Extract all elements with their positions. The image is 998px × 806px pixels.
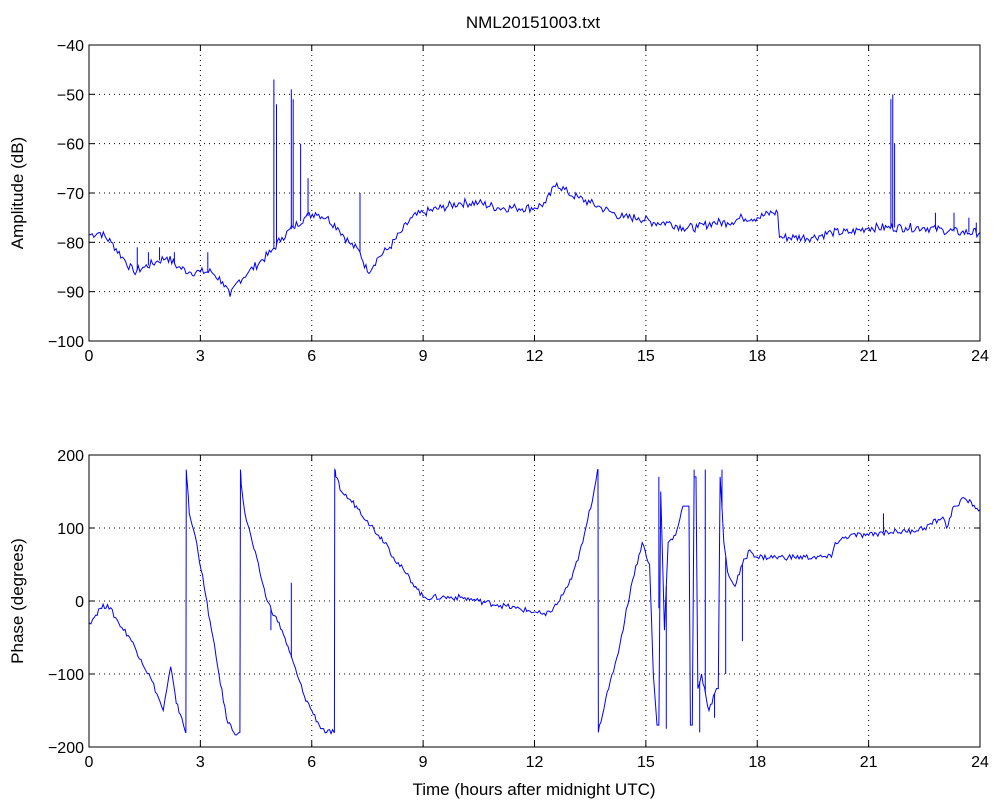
phase-y-tick-label: 0 bbox=[75, 594, 84, 611]
phase-x-tick-label: 24 bbox=[971, 754, 989, 771]
amplitude-y-tick-label: −100 bbox=[48, 334, 84, 351]
amplitude-y-tick-label: −50 bbox=[57, 87, 84, 104]
phase-x-tick-label: 9 bbox=[419, 754, 428, 771]
amplitude-grid bbox=[89, 45, 980, 341]
phase-y-axis-label: Phase (degrees) bbox=[8, 538, 27, 664]
amplitude-y-tick-label: −90 bbox=[57, 285, 84, 302]
phase-panel: 0 3 6 9 12 15 18 21 24 200 100 0 −100 −200 Phase (deg… bbox=[8, 448, 989, 799]
phase-x-tick-label: 6 bbox=[307, 754, 316, 771]
phase-y-tick-label: 200 bbox=[57, 448, 84, 465]
amplitude-x-tick-label: 6 bbox=[307, 348, 316, 365]
phase-x-axis-label: Time (hours after midnight UTC) bbox=[412, 780, 655, 799]
phase-x-tick-label: 15 bbox=[637, 754, 655, 771]
phase-ticks: 0 3 6 9 12 15 18 21 24 200 100 0 −100 −200 bbox=[48, 448, 989, 771]
phase-x-tick-label: 3 bbox=[196, 754, 205, 771]
phase-x-tick-label: 21 bbox=[860, 754, 878, 771]
phase-x-tick-label: 12 bbox=[526, 754, 544, 771]
phase-y-tick-label: −100 bbox=[48, 667, 84, 684]
amplitude-x-tick-label: 3 bbox=[196, 348, 205, 365]
amplitude-panel: 0 3 6 9 12 15 18 21 24 −40 −50 −60 −70 −80 −90 −100 Amp… bbox=[8, 38, 989, 365]
amplitude-axes-box bbox=[88, 44, 981, 342]
phase-x-tick-label: 18 bbox=[748, 754, 766, 771]
amplitude-x-tick-label: 9 bbox=[419, 348, 428, 365]
amplitude-y-tick-label: −40 bbox=[57, 38, 84, 55]
amplitude-x-tick-label: 0 bbox=[85, 348, 94, 365]
amplitude-x-tick-label: 24 bbox=[971, 348, 989, 365]
amplitude-y-tick-label: −70 bbox=[57, 186, 84, 203]
amplitude-x-tick-label: 12 bbox=[526, 348, 544, 365]
phase-y-tick-label: 100 bbox=[57, 521, 84, 538]
amplitude-series bbox=[88, 79, 981, 297]
chart-title: NML20151003.txt bbox=[466, 13, 600, 32]
amplitude-y-tick-label: −80 bbox=[57, 235, 84, 252]
phase-axes-box bbox=[88, 454, 981, 748]
phase-x-tick-label: 0 bbox=[85, 754, 94, 771]
amplitude-x-tick-label: 15 bbox=[637, 348, 655, 365]
amplitude-y-tick-label: −60 bbox=[57, 137, 84, 154]
phase-series-line bbox=[88, 468, 981, 736]
phase-series bbox=[88, 468, 981, 736]
amplitude-x-tick-label: 18 bbox=[748, 348, 766, 365]
amplitude-x-tick-label: 21 bbox=[860, 348, 878, 365]
amplitude-series-line bbox=[88, 181, 981, 297]
phase-grid bbox=[89, 455, 980, 747]
amplitude-y-axis-label: Amplitude (dB) bbox=[8, 137, 27, 249]
phase-y-tick-label: −200 bbox=[48, 740, 84, 757]
amplitude-ticks: 0 3 6 9 12 15 18 21 24 −40 −50 −60 −70 −80 −90 −100 bbox=[48, 38, 989, 365]
